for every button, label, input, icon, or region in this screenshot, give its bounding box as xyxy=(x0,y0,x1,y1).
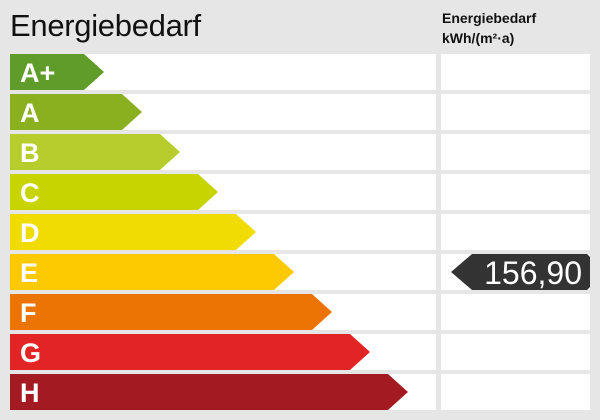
class-arrow-shape xyxy=(10,294,332,330)
value-cell xyxy=(441,134,590,170)
column-header-line1: Energiebedarf xyxy=(442,10,537,26)
class-arrow-shape xyxy=(10,334,370,370)
value-cell xyxy=(441,294,590,330)
indicator-arrow-shape xyxy=(451,254,590,290)
class-label: B xyxy=(20,138,40,168)
column-header-line2: kWh/(m²·a) xyxy=(442,30,515,46)
class-label: D xyxy=(20,218,40,248)
value-indicator: 156,90 xyxy=(451,254,590,291)
column-header: Energiebedarf kWh/(m²·a) xyxy=(442,8,536,48)
value-cell xyxy=(441,214,590,250)
class-label: E xyxy=(20,258,39,288)
class-arrow-shape xyxy=(10,94,142,130)
class-label: H xyxy=(20,378,40,408)
class-arrow-shape xyxy=(10,214,256,250)
indicator-value: 156,90 xyxy=(484,255,582,291)
class-arrow-shape xyxy=(10,54,104,90)
value-cell xyxy=(441,54,590,90)
class-arrow-shape xyxy=(10,374,408,410)
class-label: F xyxy=(20,298,37,328)
value-cell xyxy=(441,334,590,370)
class-arrow-shape xyxy=(10,174,218,210)
value-cell xyxy=(441,94,590,130)
class-label: A+ xyxy=(20,58,56,88)
class-arrow-shape xyxy=(10,254,294,290)
value-cell xyxy=(441,174,590,210)
class-label: C xyxy=(20,178,40,208)
class-arrow-shape xyxy=(10,134,180,170)
value-cell xyxy=(441,374,590,410)
class-label: A xyxy=(20,98,40,128)
page-title: Energiebedarf xyxy=(10,8,201,43)
class-label: G xyxy=(20,338,42,368)
